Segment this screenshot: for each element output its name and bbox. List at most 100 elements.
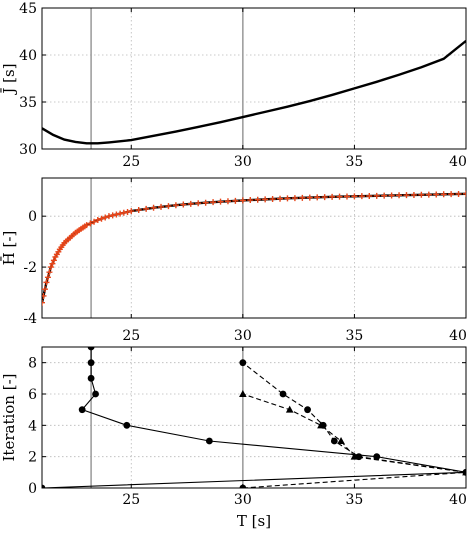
data-point bbox=[337, 437, 345, 444]
x-tick-label: 30 bbox=[234, 328, 252, 344]
x-tick-label: 40 bbox=[449, 328, 467, 344]
data-point bbox=[59, 242, 66, 249]
data-point bbox=[418, 191, 425, 198]
data-point bbox=[410, 191, 417, 198]
x-tick-label: 25 bbox=[122, 328, 140, 344]
data-point bbox=[440, 191, 447, 198]
data-point bbox=[247, 197, 254, 204]
data-point bbox=[109, 212, 116, 219]
data-point bbox=[46, 269, 53, 276]
data-point bbox=[81, 223, 88, 230]
data-point bbox=[239, 390, 247, 397]
data-point bbox=[299, 194, 306, 201]
series-line bbox=[42, 192, 466, 303]
data-point bbox=[150, 204, 157, 211]
data-point bbox=[195, 200, 202, 207]
y-tick-label: 35 bbox=[19, 95, 37, 111]
data-point bbox=[425, 191, 432, 198]
x-tick-label: 35 bbox=[346, 154, 364, 170]
data-point bbox=[321, 194, 328, 201]
data-point bbox=[277, 195, 284, 202]
x-tick-label: 35 bbox=[346, 492, 364, 508]
data-point bbox=[55, 248, 62, 255]
data-point bbox=[120, 209, 127, 216]
data-point bbox=[87, 347, 95, 351]
y-axis-label: Iteration [-] bbox=[0, 373, 18, 461]
data-point bbox=[50, 257, 57, 264]
data-point bbox=[317, 421, 325, 429]
data-point bbox=[291, 195, 298, 202]
x-tick-label: 25 bbox=[122, 154, 140, 170]
data-point bbox=[205, 437, 213, 445]
data-point bbox=[165, 203, 172, 210]
series-group bbox=[42, 39, 466, 145]
y-tick-label: 0 bbox=[28, 481, 37, 497]
data-point bbox=[462, 468, 466, 476]
y-axis-label: H̄ [-] bbox=[0, 231, 18, 266]
data-point bbox=[433, 191, 440, 198]
data-point bbox=[304, 406, 311, 414]
x-tick-label: 40 bbox=[449, 154, 467, 170]
data-point bbox=[388, 192, 395, 199]
x-tick-label: 25 bbox=[122, 492, 140, 508]
data-point bbox=[336, 193, 343, 200]
data-point bbox=[351, 193, 358, 200]
data-point bbox=[42, 286, 48, 293]
data-point bbox=[102, 214, 109, 221]
data-point bbox=[105, 213, 112, 220]
y-tick-label: 40 bbox=[19, 48, 37, 64]
data-point bbox=[284, 195, 291, 202]
data-point bbox=[43, 279, 50, 286]
data-point bbox=[350, 452, 359, 460]
data-point bbox=[135, 206, 142, 213]
data-point bbox=[42, 292, 47, 299]
data-point bbox=[42, 484, 46, 488]
data-point bbox=[373, 453, 381, 461]
data-point bbox=[98, 215, 105, 222]
x-tick-label: 30 bbox=[234, 492, 252, 508]
x-axis-label: T [s] bbox=[237, 512, 271, 530]
data-point bbox=[306, 194, 313, 201]
data-point bbox=[94, 217, 101, 223]
y-tick-label: -2 bbox=[23, 260, 37, 276]
data-point bbox=[172, 202, 179, 209]
series-group bbox=[42, 347, 466, 488]
y-tick-label: 8 bbox=[28, 356, 37, 372]
data-point bbox=[239, 197, 246, 204]
data-point bbox=[87, 374, 95, 382]
x-tick-label: 30 bbox=[234, 154, 252, 170]
data-point bbox=[254, 196, 261, 203]
data-point bbox=[279, 390, 287, 398]
y-tick-label: 4 bbox=[28, 418, 37, 434]
axes-frame bbox=[41, 7, 467, 150]
data-point bbox=[358, 193, 365, 200]
y-tick-label: 30 bbox=[19, 142, 37, 158]
y-tick-label: 0 bbox=[28, 209, 37, 225]
x-tick-label: 40 bbox=[449, 492, 467, 508]
data-point bbox=[373, 192, 380, 199]
data-point bbox=[87, 220, 94, 227]
data-point bbox=[128, 208, 135, 215]
data-point bbox=[42, 299, 45, 306]
data-point bbox=[123, 421, 131, 429]
data-point bbox=[232, 197, 239, 204]
data-point bbox=[463, 190, 466, 197]
y-axis-label: J̄ [s] bbox=[0, 63, 18, 95]
data-point bbox=[180, 201, 187, 208]
data-point bbox=[76, 227, 83, 234]
data-point bbox=[70, 231, 77, 238]
y-tick-label: 6 bbox=[28, 387, 37, 403]
data-point bbox=[187, 200, 194, 207]
data-point bbox=[262, 196, 269, 203]
data-point bbox=[403, 192, 410, 199]
data-point bbox=[210, 199, 217, 206]
data-point bbox=[49, 260, 56, 267]
data-point bbox=[92, 390, 99, 398]
data-point bbox=[124, 208, 131, 215]
data-point bbox=[381, 192, 388, 199]
data-point bbox=[455, 190, 462, 197]
x-tick-label: 35 bbox=[346, 328, 364, 344]
data-point bbox=[47, 264, 54, 271]
data-point bbox=[143, 205, 150, 212]
